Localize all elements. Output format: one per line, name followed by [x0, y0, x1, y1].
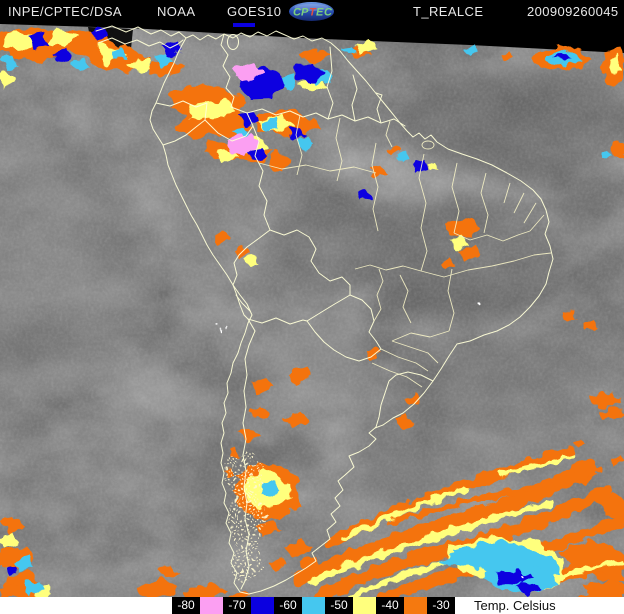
- colorbar-tick--60: -60: [279, 598, 297, 612]
- logo-text: C P T E C: [293, 7, 333, 19]
- header-bar: INPE/CPTEC/DSA NOAA GOES10 C P T E C: [0, 0, 624, 23]
- product-label: T_REALCE: [413, 4, 484, 19]
- satellite-map: [0, 23, 624, 597]
- cold-cloud-tops: [0, 26, 624, 597]
- colorbar-tick--80: -80: [177, 598, 195, 612]
- logo-shine: [294, 4, 329, 11]
- satellite-label: GOES10: [227, 4, 282, 19]
- colorbar-tick--30: -30: [432, 598, 450, 612]
- state-borders: [258, 114, 552, 388]
- colorbar-title: Temp. Celsius: [474, 598, 556, 613]
- colorbar-tick--50: -50: [330, 598, 348, 612]
- colorbar-swatch-blue: [251, 597, 274, 614]
- colorbar: -80 -70 -60 -50 -40 -30 Temp. Celsius: [0, 597, 624, 614]
- colorbar-swatch-yellow: [353, 597, 376, 614]
- logo-ellipse: [289, 2, 334, 21]
- timestamp-label: 200909260045: [527, 4, 619, 19]
- colorbar-scale: -80 -70 -60 -50 -40 -30: [172, 597, 455, 614]
- agency-label: INPE/CPTEC/DSA: [8, 4, 122, 19]
- colorbar-tick--40: -40: [381, 598, 399, 612]
- colorbar-tick--70: -70: [228, 598, 246, 612]
- noaa-label: NOAA: [157, 4, 196, 19]
- colorbar-swatch-orange: [404, 597, 427, 614]
- colorbar-swatch-pink: [200, 597, 223, 614]
- country-borders: [95, 25, 554, 595]
- cptec-logo: C P T E C: [288, 1, 335, 22]
- satellite-image: [0, 23, 624, 597]
- colorbar-swatch-cyan: [302, 597, 325, 614]
